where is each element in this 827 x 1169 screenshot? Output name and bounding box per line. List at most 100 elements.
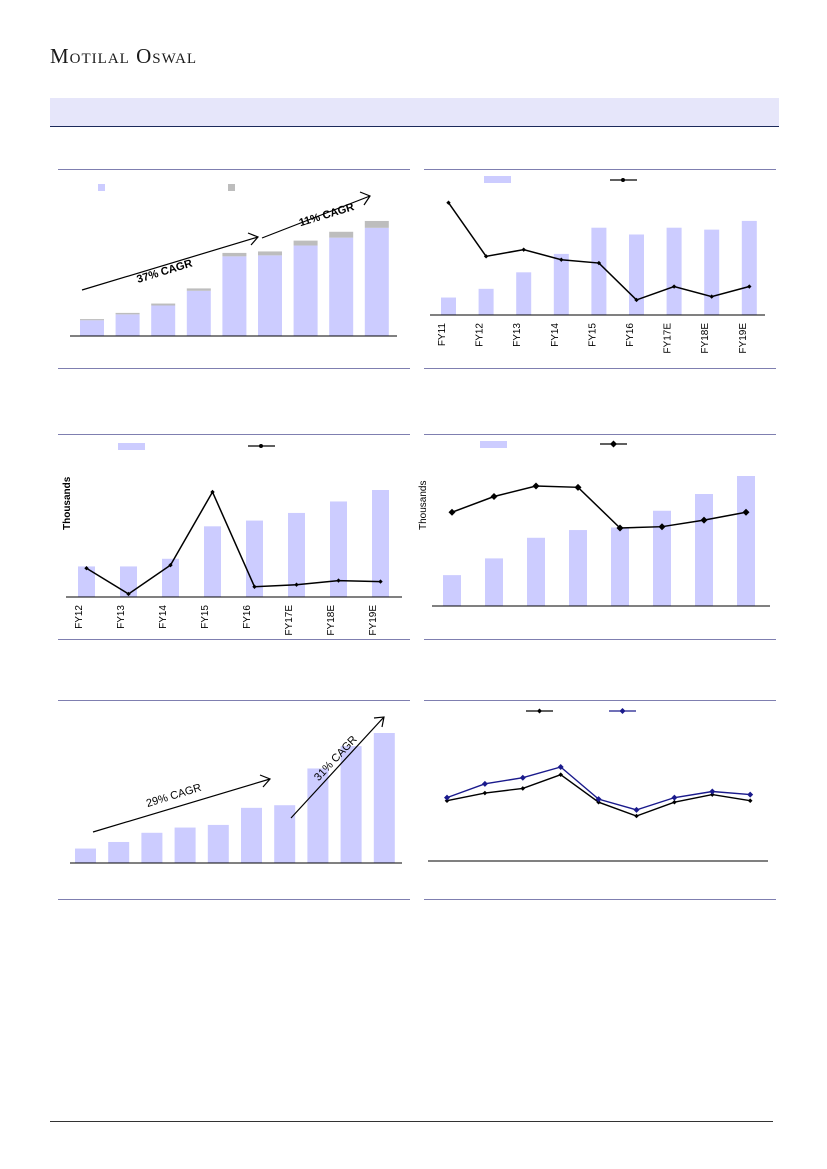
cagr-arrow-2-head xyxy=(373,716,385,728)
bar xyxy=(204,526,221,597)
line-marker-1 xyxy=(520,786,526,791)
bar-series-2 xyxy=(329,231,354,238)
line-series-1 xyxy=(446,773,751,817)
legend-swatch-bar xyxy=(484,176,511,183)
line-marker xyxy=(336,578,341,583)
tick-label: FY16 xyxy=(625,323,636,347)
tick-label: FY16 xyxy=(242,605,253,629)
line-marker xyxy=(671,284,677,289)
bar xyxy=(207,824,229,863)
tick-label: FY18E xyxy=(700,323,711,354)
line-marker-1 xyxy=(444,798,450,803)
y-axis-label: Thousands xyxy=(418,481,429,530)
bar-series-1 xyxy=(258,255,282,336)
bar xyxy=(485,558,503,606)
legend-swatch-1 xyxy=(98,184,105,191)
bar-series-2 xyxy=(80,319,104,321)
bar xyxy=(704,229,720,315)
legend-marker xyxy=(621,178,625,182)
bar-series-1 xyxy=(329,237,354,336)
line-marker-1 xyxy=(482,790,488,796)
line-marker-1 xyxy=(710,792,715,797)
rule-c6-top xyxy=(424,700,776,701)
cagr-arrow-2 xyxy=(261,195,371,239)
bar xyxy=(478,288,494,315)
cagr-arrow-2 xyxy=(290,716,385,819)
bar xyxy=(629,234,644,315)
legend-marker-2 xyxy=(619,708,626,714)
legend-marker xyxy=(610,440,617,448)
line-marker-2 xyxy=(633,806,640,813)
rule-c4-bottom xyxy=(424,639,776,640)
tick-label: FY13 xyxy=(116,605,127,629)
line-marker xyxy=(294,582,299,587)
tick-label: FY12 xyxy=(475,323,486,347)
legend-swatch-bar xyxy=(480,441,507,448)
bar-series-2 xyxy=(186,288,211,291)
bar xyxy=(527,537,545,606)
tick-label: FY19E xyxy=(368,605,379,636)
bar-series-1 xyxy=(151,305,176,336)
tick-label: FY13 xyxy=(512,323,523,347)
line-marker xyxy=(446,200,451,205)
bar-series-2 xyxy=(151,303,176,306)
bar-series-2 xyxy=(364,220,389,228)
bar xyxy=(288,512,305,597)
tick-label: FY11 xyxy=(437,323,448,347)
bar xyxy=(75,848,96,863)
line-marker xyxy=(210,489,215,495)
tick-label: FY19E xyxy=(738,323,749,354)
rule-c5-top xyxy=(58,700,410,701)
tick-label: FY17E xyxy=(663,323,674,354)
line-marker-1 xyxy=(558,772,563,777)
tick-label: FY15 xyxy=(587,323,598,347)
section-header-band xyxy=(50,98,779,127)
line-marker xyxy=(616,524,624,532)
line-marker xyxy=(747,284,752,289)
bar-series-1 xyxy=(222,256,247,336)
bar xyxy=(737,476,755,606)
line-marker-1 xyxy=(634,813,639,819)
bar xyxy=(373,733,395,863)
bar xyxy=(330,501,347,597)
bar-series-1 xyxy=(364,227,389,336)
line-marker-2 xyxy=(709,788,716,795)
cagr-arrow-2-head xyxy=(359,191,371,206)
rule-c6-bottom xyxy=(424,899,776,900)
line-marker xyxy=(559,257,564,262)
line-marker xyxy=(700,516,708,524)
line-marker-2 xyxy=(444,794,450,801)
rule-c1-top xyxy=(58,169,410,170)
line-marker-1 xyxy=(596,799,601,805)
tick-label: FY17E xyxy=(284,605,295,636)
line-marker xyxy=(596,260,602,266)
bar xyxy=(307,768,329,863)
line-series xyxy=(451,485,747,529)
tick-label: FY14 xyxy=(550,323,561,347)
rule-c1-bottom xyxy=(58,368,410,369)
line-marker-1 xyxy=(672,799,677,805)
line-marker xyxy=(168,562,173,568)
line-marker xyxy=(574,483,582,491)
rule-c3-bottom xyxy=(58,639,410,640)
rule-c4-top xyxy=(424,434,776,435)
bar-series-1 xyxy=(293,245,318,336)
bar xyxy=(441,297,456,315)
brand-logo: Motilal Oswal xyxy=(50,44,198,68)
bar xyxy=(553,253,569,315)
legend-marker-1 xyxy=(537,708,542,714)
bar xyxy=(666,227,682,315)
bar xyxy=(274,805,296,863)
line-marker xyxy=(658,523,666,531)
bar xyxy=(516,272,532,315)
bar xyxy=(443,575,461,606)
footer-rule xyxy=(50,1121,773,1122)
bar xyxy=(695,494,713,606)
line-marker xyxy=(532,482,540,490)
bar-series-1 xyxy=(186,290,211,336)
